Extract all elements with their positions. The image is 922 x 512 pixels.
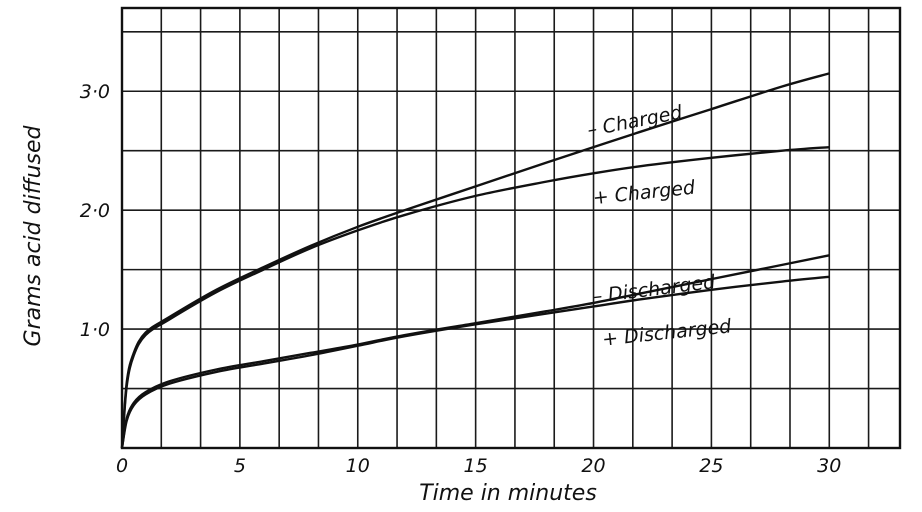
y-tick-labels: 1·0 2·0 3·0	[80, 81, 110, 341]
x-tick-label: 0	[116, 455, 128, 477]
x-tick-labels: 0 5 10 15 20 25 30	[116, 455, 841, 477]
y-tick-label: 1·0	[80, 319, 110, 341]
y-tick-label: 3·0	[80, 81, 110, 103]
plot-frame	[120, 6, 902, 450]
series-label-2: + Charged	[592, 176, 697, 209]
series-group	[120, 72, 830, 449]
x-axis-label: Time in minutes	[419, 481, 597, 506]
x-tick-label: 25	[699, 455, 723, 477]
x-tick-label: 5	[234, 455, 246, 477]
x-tick-label: 30	[817, 455, 841, 477]
y-tick-label: 2·0	[80, 200, 110, 222]
series-label-3: – Discharged	[591, 271, 717, 308]
series-label-1: – Charged	[586, 101, 685, 141]
x-tick-label: 10	[346, 455, 370, 477]
series-label-4: + Discharged	[601, 315, 733, 351]
x-tick-label: 20	[581, 455, 605, 477]
grid	[120, 6, 902, 450]
series-line-2	[120, 145, 830, 449]
y-axis-label: Grams acid diffused	[21, 124, 46, 346]
series-line-1	[120, 72, 830, 449]
series-line-4	[120, 275, 830, 449]
x-tick-label: 15	[464, 455, 488, 477]
